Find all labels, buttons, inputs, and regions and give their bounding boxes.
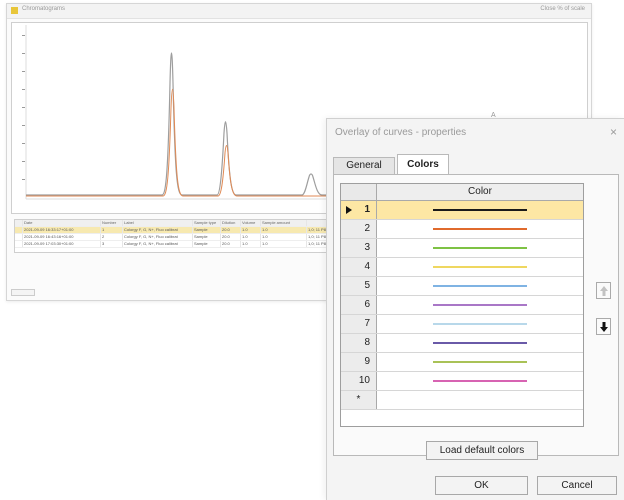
color-row[interactable]: 10 [341, 372, 583, 391]
tab-general[interactable]: General [333, 157, 395, 174]
row-number: 7 [364, 318, 370, 329]
row-number: 2 [364, 223, 370, 234]
row-number: 8 [364, 337, 370, 348]
color-cell[interactable] [377, 258, 583, 276]
current-row-arrow-icon [346, 206, 352, 214]
y-tick [22, 143, 25, 144]
cancel-button[interactable]: Cancel [537, 476, 617, 495]
color-cell[interactable] [377, 372, 583, 390]
load-default-colors-button[interactable]: Load default colors [426, 441, 538, 460]
color-swatch-line [433, 380, 527, 382]
samples-table-row[interactable]: 2021-09-09 16:33:17+01:00 1 Colorgy F, G… [15, 227, 531, 234]
row-header[interactable]: 7 [341, 315, 377, 333]
overlay-properties-dialog: Overlay of curves - properties × General… [326, 118, 624, 500]
row-header[interactable]: 10 [341, 372, 377, 390]
y-tick [22, 125, 25, 126]
color-row[interactable]: 2 [341, 220, 583, 239]
color-swatch-line [433, 247, 527, 249]
ok-button[interactable]: OK [435, 476, 528, 495]
row-number: 3 [364, 242, 370, 253]
color-cell[interactable] [377, 334, 583, 352]
row-header[interactable]: 4 [341, 258, 377, 276]
toolbar-right-text: Close % of scale [540, 6, 585, 12]
new-row-cell[interactable] [377, 391, 583, 409]
up-arrow-icon [600, 286, 608, 296]
y-tick [22, 179, 25, 180]
row-header[interactable]: 2 [341, 220, 377, 238]
row-header[interactable]: 3 [341, 239, 377, 257]
row-number: 6 [364, 299, 370, 310]
row-number: 10 [358, 375, 370, 386]
row-number: 9 [364, 356, 370, 367]
color-row[interactable]: 1 [341, 201, 583, 220]
y-tick [22, 71, 25, 72]
y-tick [22, 89, 25, 90]
color-cell[interactable] [377, 296, 583, 314]
y-tick [22, 53, 25, 54]
corner-header[interactable] [341, 184, 377, 201]
app-icon [11, 7, 18, 14]
color-cell[interactable] [377, 220, 583, 238]
color-swatch-line [433, 304, 527, 306]
color-swatch-line [433, 323, 527, 325]
color-column-header[interactable]: Color [377, 184, 583, 201]
color-swatch-line [433, 342, 527, 344]
color-swatch-line [433, 209, 527, 211]
colors-panel: Color 1 2 3 4 5 6 7 8 9 10 * Load default colors [333, 174, 619, 460]
row-header[interactable]: 5 [341, 277, 377, 295]
row-number: 1 [364, 204, 370, 215]
color-row[interactable]: 8 [341, 334, 583, 353]
row-header[interactable]: 1 [341, 201, 377, 219]
new-row-marker: * [341, 391, 377, 409]
y-tick [22, 107, 25, 108]
color-cell[interactable] [377, 277, 583, 295]
chromatogram-window-titlebar: Chromatograms Close % of scale [7, 4, 591, 19]
color-swatch-line [433, 285, 527, 287]
y-tick [22, 161, 25, 162]
row-header[interactable]: 6 [341, 296, 377, 314]
down-arrow-icon [600, 322, 608, 332]
color-cell[interactable] [377, 239, 583, 257]
dialog-title: Overlay of curves - properties [335, 127, 467, 138]
color-row[interactable]: 4 [341, 258, 583, 277]
row-number: 5 [364, 280, 370, 291]
color-row[interactable]: 9 [341, 353, 583, 372]
chromatogram-curve-gray [26, 52, 584, 196]
color-cell[interactable] [377, 315, 583, 333]
color-row[interactable]: 7 [341, 315, 583, 334]
chromatogram-window-title: Chromatograms [22, 6, 66, 12]
colors-table-header: Color [341, 184, 583, 201]
new-row[interactable]: * [341, 391, 583, 410]
close-icon[interactable]: × [609, 125, 617, 139]
row-header[interactable]: 8 [341, 334, 377, 352]
row-number: 4 [364, 261, 370, 272]
horizontal-scrollbar[interactable] [11, 289, 35, 296]
row-header[interactable]: 9 [341, 353, 377, 371]
color-row[interactable]: 6 [341, 296, 583, 315]
tab-colors[interactable]: Colors [397, 154, 449, 174]
color-swatch-line [433, 266, 527, 268]
color-swatch-line [433, 361, 527, 363]
color-cell[interactable] [377, 353, 583, 371]
color-cell[interactable] [377, 201, 583, 219]
color-row[interactable]: 5 [341, 277, 583, 296]
move-down-button[interactable] [596, 318, 611, 335]
annotation-letter: A [491, 112, 496, 119]
y-tick [22, 35, 25, 36]
colors-table-body: 1 2 3 4 5 6 7 8 9 10 * [341, 201, 583, 410]
move-up-button[interactable] [596, 282, 611, 299]
color-swatch-line [433, 228, 527, 230]
color-row[interactable]: 3 [341, 239, 583, 258]
colors-table: Color 1 2 3 4 5 6 7 8 9 10 * [340, 183, 584, 427]
chromatogram-curve-orange [26, 88, 584, 197]
